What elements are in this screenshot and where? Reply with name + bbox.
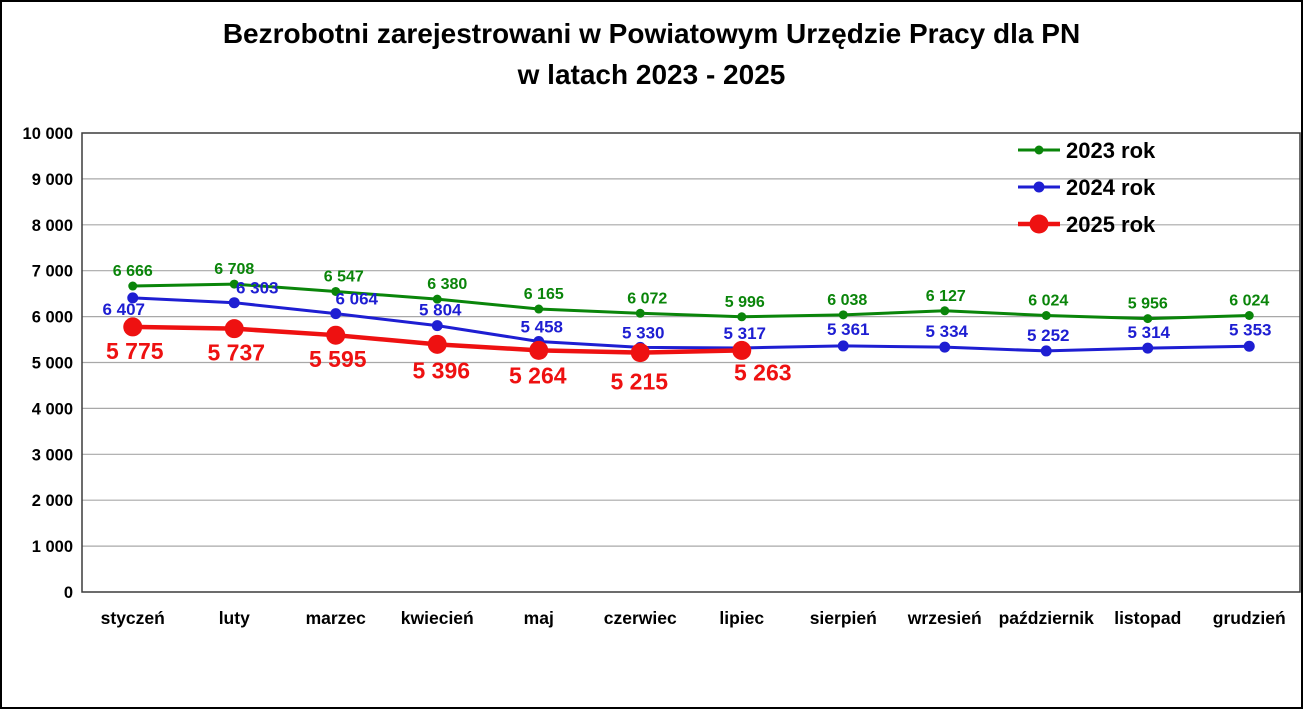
x-category-label: wrzesień (907, 608, 982, 628)
series-2023-rok-point (331, 286, 341, 296)
series-2023-rok-data-label: 6 165 (524, 286, 564, 303)
x-category-label: kwiecień (401, 608, 474, 628)
series-2023-rok-data-label: 5 996 (725, 294, 765, 311)
series-2023-rok-data-label: 6 038 (827, 292, 867, 309)
x-category-label: czerwiec (604, 608, 677, 628)
series-2023-rok-point (534, 304, 544, 314)
series-2024-rok-point (1040, 345, 1052, 357)
series-2024-rok-data-label: 5 334 (925, 322, 968, 341)
series-2024-rok-data-label: 5 252 (1027, 326, 1070, 345)
series-2024-rok-data-label: 5 361 (827, 320, 870, 339)
x-category-label: październik (999, 608, 1095, 628)
series-2023-rok-point (229, 279, 239, 289)
series-2024-rok-data-label: 6 407 (102, 300, 145, 319)
series-2024-rok-data-label: 6 064 (335, 290, 378, 309)
series-2024-rok-point (431, 320, 443, 332)
x-category-label: listopad (1114, 608, 1181, 628)
series-2023-rok-point (128, 281, 138, 291)
chart-title-line1: Bezrobotni zarejestrowani w Powiatowym U… (222, 18, 1081, 49)
series-2025-rok-data-label: 5 215 (610, 369, 668, 395)
plot-border (81, 132, 1301, 593)
y-tick-label: 6 000 (32, 309, 73, 327)
chart-title-line2: w latach 2023 - 2025 (517, 59, 786, 90)
series-2025-rok-point (732, 340, 752, 360)
series-2023-rok-point (838, 310, 848, 320)
series-2023-rok-point (1143, 314, 1153, 324)
series-2023-rok-data-label: 5 956 (1128, 296, 1168, 313)
series-2024-rok-data-label: 5 330 (622, 323, 665, 342)
x-category-label: luty (219, 608, 250, 628)
series-2023-rok-data-label: 6 547 (324, 268, 364, 285)
legend-item-2023-rok: 2023 rok (1066, 138, 1156, 163)
series-2023-rok-point (940, 306, 950, 316)
series-2024-rok-data-label: 5 804 (419, 301, 462, 320)
y-tick-label: 4 000 (32, 400, 73, 418)
series-2023-rok-point (737, 312, 747, 322)
series-2024-rok-data-label: 5 317 (723, 324, 766, 343)
series-2024-rok-point (228, 297, 240, 309)
series-2023-rok-data-label: 6 127 (926, 288, 966, 305)
series-2023-rok-point (1244, 310, 1254, 320)
series-2023-rok-data-label: 6 024 (1229, 292, 1269, 309)
series-2023-rok-line (131, 282, 1251, 321)
y-tick-label: 8 000 (32, 217, 73, 235)
series-2025-rok-data-label: 5 737 (207, 340, 265, 366)
x-category-label: styczeń (101, 608, 165, 628)
series-2024-rok-point (1142, 342, 1154, 354)
x-category-label: marzec (306, 608, 367, 628)
series-2023-rok-data-label: 6 024 (1028, 292, 1068, 309)
y-tick-label: 9 000 (32, 171, 73, 189)
series-2024-rok-point (1243, 340, 1255, 352)
y-tick-label: 2 000 (32, 492, 73, 510)
series-2024-rok-line (131, 296, 1251, 353)
series-2025-rok-point (630, 343, 650, 363)
series-2024-rok-point (939, 341, 951, 353)
x-category-label: sierpień (810, 608, 877, 628)
series-2025-rok-data-label: 5 264 (509, 362, 567, 388)
chart-title: Bezrobotni zarejestrowani w Powiatowym U… (2, 13, 1301, 95)
y-tick-label: 0 (64, 584, 73, 602)
series-2023-rok-point (1041, 310, 1051, 320)
series-2023-rok-point (635, 308, 645, 318)
series-2025-rok-point (427, 334, 447, 354)
series-2023-rok-point (432, 294, 442, 304)
legend-item-2024-rok: 2024 rok (1066, 175, 1156, 200)
series-2025-rok-point (123, 317, 143, 337)
series-2023-rok-data-label: 6 666 (113, 263, 153, 280)
legend-swatch-marker (1034, 145, 1044, 155)
series-2024-rok-point (330, 308, 342, 320)
series-2024-rok-data-label: 5 458 (520, 317, 563, 336)
series-2024-rok-data-label: 5 353 (1229, 320, 1272, 339)
y-tick-label: 5 000 (32, 355, 73, 373)
legend-item-2025-rok: 2025 rok (1066, 212, 1156, 237)
series-2023-rok-data-label: 6 380 (427, 276, 467, 293)
x-category-label: maj (524, 608, 554, 628)
y-tick-label: 3 000 (32, 446, 73, 464)
series-2025-rok-data-label: 5 775 (106, 338, 164, 364)
series-2025-rok-data-label: 5 396 (412, 357, 470, 383)
y-tick-label: 1 000 (32, 538, 73, 556)
legend-swatch-marker (1029, 214, 1049, 234)
x-category-label: lipiec (719, 608, 764, 628)
series-2025-rok-data-label: 5 263 (734, 359, 792, 385)
y-tick-label: 10 000 (23, 125, 73, 143)
x-category-label: grudzień (1213, 608, 1286, 628)
series-2025-rok-point (224, 319, 244, 339)
series-2024-rok-point (127, 292, 139, 304)
series-2025-rok-data-label: 5 595 (309, 346, 367, 372)
series-2023-rok-data-label: 6 708 (214, 261, 254, 278)
series-2023-rok-data-label: 6 072 (627, 290, 667, 307)
series-2024-rok-point (837, 340, 849, 352)
series-2024-rok-data-label: 5 314 (1127, 323, 1170, 342)
legend-swatch-marker (1033, 181, 1045, 193)
series-2025-rok-point (326, 325, 346, 345)
y-tick-label: 7 000 (32, 263, 73, 281)
series-2024-rok-data-label: 6 303 (236, 279, 279, 298)
series-2025-rok-point (529, 340, 549, 360)
